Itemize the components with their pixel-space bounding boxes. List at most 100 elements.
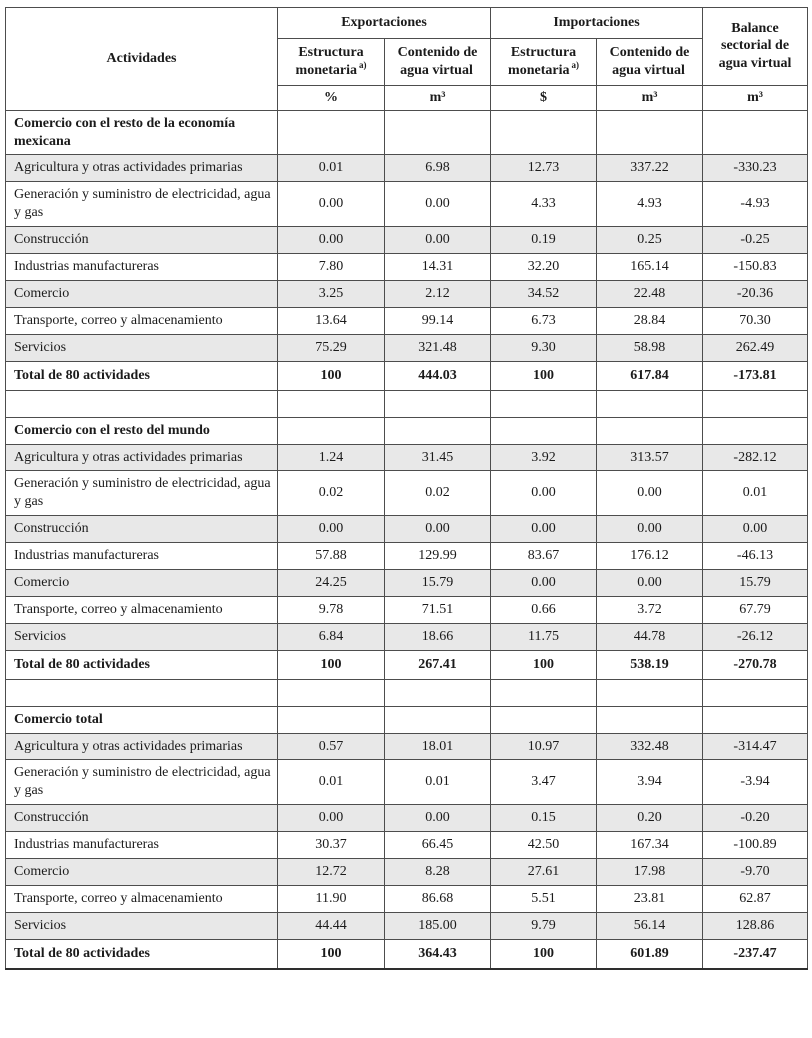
activity-cell: Agricultura y otras actividades primaria… bbox=[5, 732, 278, 761]
value-cell: 18.66 bbox=[384, 622, 491, 651]
empty-cell bbox=[702, 416, 809, 445]
value-cell: 0.00 bbox=[277, 181, 385, 228]
table-row: Generación y suministro de electricidad,… bbox=[5, 759, 809, 806]
empty-cell bbox=[490, 416, 597, 445]
value-cell: 71.51 bbox=[384, 595, 491, 624]
total-value-cell: 538.19 bbox=[595, 649, 704, 680]
footnote-marker: a) bbox=[571, 60, 579, 71]
value-cell: 0.00 bbox=[277, 515, 385, 544]
value-cell: 18.01 bbox=[384, 732, 491, 761]
total-value-cell: 100 bbox=[277, 938, 385, 970]
spacer-cell bbox=[595, 678, 704, 707]
value-cell: 0.57 bbox=[277, 732, 385, 761]
value-cell: 6.84 bbox=[277, 622, 385, 651]
col-header-contenido-exp: Contenido de agua virtual bbox=[384, 37, 491, 86]
value-cell: 0.00 bbox=[490, 515, 597, 544]
empty-cell bbox=[702, 109, 809, 156]
value-cell: 7.80 bbox=[277, 253, 385, 281]
value-cell: 3.47 bbox=[490, 759, 597, 806]
empty-cell bbox=[595, 109, 704, 156]
spacer-cell bbox=[490, 678, 597, 707]
value-cell: -150.83 bbox=[702, 253, 809, 281]
unit-cell-m3-balance: m³ bbox=[702, 84, 809, 111]
value-cell: 313.57 bbox=[595, 443, 704, 472]
value-cell: -100.89 bbox=[702, 831, 809, 860]
value-cell: 4.93 bbox=[595, 181, 704, 228]
value-cell: 42.50 bbox=[490, 831, 597, 860]
value-cell: 0.66 bbox=[490, 595, 597, 624]
value-cell: 44.78 bbox=[595, 622, 704, 651]
empty-cell bbox=[277, 705, 385, 734]
table-row: Servicios 44.44 185.00 9.79 56.14 128.86 bbox=[5, 911, 809, 940]
value-cell: 9.79 bbox=[490, 911, 597, 940]
unit-cell-dollar: $ bbox=[490, 84, 597, 111]
total-row: Total de 80 actividades 100 364.43 100 601.8… bbox=[5, 938, 809, 970]
value-cell: -3.94 bbox=[702, 759, 809, 806]
value-cell: 99.14 bbox=[384, 306, 491, 335]
col-header-estructura-exp: Estructura monetaria a) bbox=[277, 37, 385, 86]
spacer-cell bbox=[595, 389, 704, 418]
value-cell: 0.00 bbox=[490, 569, 597, 597]
value-cell: 0.00 bbox=[384, 804, 491, 833]
activity-cell: Transporte, correo y almacenamiento bbox=[5, 306, 278, 335]
activity-cell: Industrias manufactureras bbox=[5, 831, 278, 860]
total-row: Total de 80 actividades 100 267.41 100 538.1… bbox=[5, 649, 809, 680]
total-value-cell: 601.89 bbox=[595, 938, 704, 970]
total-row: Total de 80 actividades 100 444.03 100 617.8… bbox=[5, 360, 809, 391]
footnote-marker: a) bbox=[358, 60, 367, 71]
importaciones-group-header: Importaciones bbox=[489, 7, 704, 39]
table-row: Agricultura y otras actividades primaria… bbox=[5, 732, 809, 761]
section-header-row: Comercio con el resto del mundo bbox=[5, 416, 809, 445]
activity-cell: Agricultura y otras actividades primaria… bbox=[5, 154, 278, 183]
value-cell: 6.98 bbox=[384, 154, 491, 183]
spacer-cell bbox=[277, 678, 385, 707]
empty-cell bbox=[277, 109, 385, 156]
value-cell: -282.12 bbox=[702, 443, 809, 472]
activity-cell: Generación y suministro de electricidad,… bbox=[5, 759, 278, 806]
value-cell: 1.24 bbox=[277, 443, 385, 472]
total-value-cell: 100 bbox=[277, 649, 385, 680]
value-cell: 9.30 bbox=[490, 333, 597, 362]
value-cell: 337.22 bbox=[595, 154, 704, 183]
value-cell: 28.84 bbox=[595, 306, 704, 335]
table-row: Industrias manufactureras 30.37 66.45 42.50… bbox=[5, 831, 809, 860]
table-row: Comercio 24.25 15.79 0.00 0.00 15.79 bbox=[5, 569, 809, 597]
value-cell: -9.70 bbox=[702, 858, 809, 886]
spacer-cell bbox=[702, 678, 809, 707]
spacer-cell bbox=[384, 678, 491, 707]
spacer-row bbox=[5, 389, 809, 418]
value-cell: -4.93 bbox=[702, 181, 809, 228]
value-cell: 12.73 bbox=[490, 154, 597, 183]
activity-cell: Comercio bbox=[5, 569, 278, 597]
value-cell: 165.14 bbox=[595, 253, 704, 281]
empty-cell bbox=[490, 109, 597, 156]
activity-cell: Construcción bbox=[5, 804, 278, 833]
col-header-estructura-imp: Estructura monetaria a) bbox=[490, 37, 597, 86]
value-cell: 0.00 bbox=[384, 226, 491, 255]
value-cell: 12.72 bbox=[277, 858, 385, 886]
value-cell: -330.23 bbox=[702, 154, 809, 183]
value-cell: 128.86 bbox=[702, 911, 809, 940]
value-cell: 31.45 bbox=[384, 443, 491, 472]
activity-cell: Construcción bbox=[5, 515, 278, 544]
value-cell: 13.64 bbox=[277, 306, 385, 335]
section-header-row: Comercio con el resto de la economía mex… bbox=[5, 109, 809, 156]
value-cell: -46.13 bbox=[702, 542, 809, 571]
section-title: Comercio total bbox=[5, 705, 278, 734]
value-cell: 3.25 bbox=[277, 279, 385, 308]
value-cell: 0.00 bbox=[490, 470, 597, 517]
value-cell: 22.48 bbox=[595, 279, 704, 308]
value-cell: 56.14 bbox=[595, 911, 704, 940]
total-value-cell: 444.03 bbox=[384, 360, 491, 391]
spacer-cell bbox=[5, 678, 278, 707]
value-cell: 0.20 bbox=[595, 804, 704, 833]
value-cell: 24.25 bbox=[277, 569, 385, 597]
activity-cell: Transporte, correo y almacenamiento bbox=[5, 885, 278, 913]
total-value-cell: -270.78 bbox=[702, 649, 809, 680]
value-cell: 0.00 bbox=[595, 515, 704, 544]
col-header-label: Estructura monetaria bbox=[508, 44, 577, 78]
section-header-row: Comercio total bbox=[5, 705, 809, 734]
header-units-row: % m³ $ m³ m³ bbox=[6, 84, 809, 111]
activity-cell: Servicios bbox=[5, 622, 278, 651]
